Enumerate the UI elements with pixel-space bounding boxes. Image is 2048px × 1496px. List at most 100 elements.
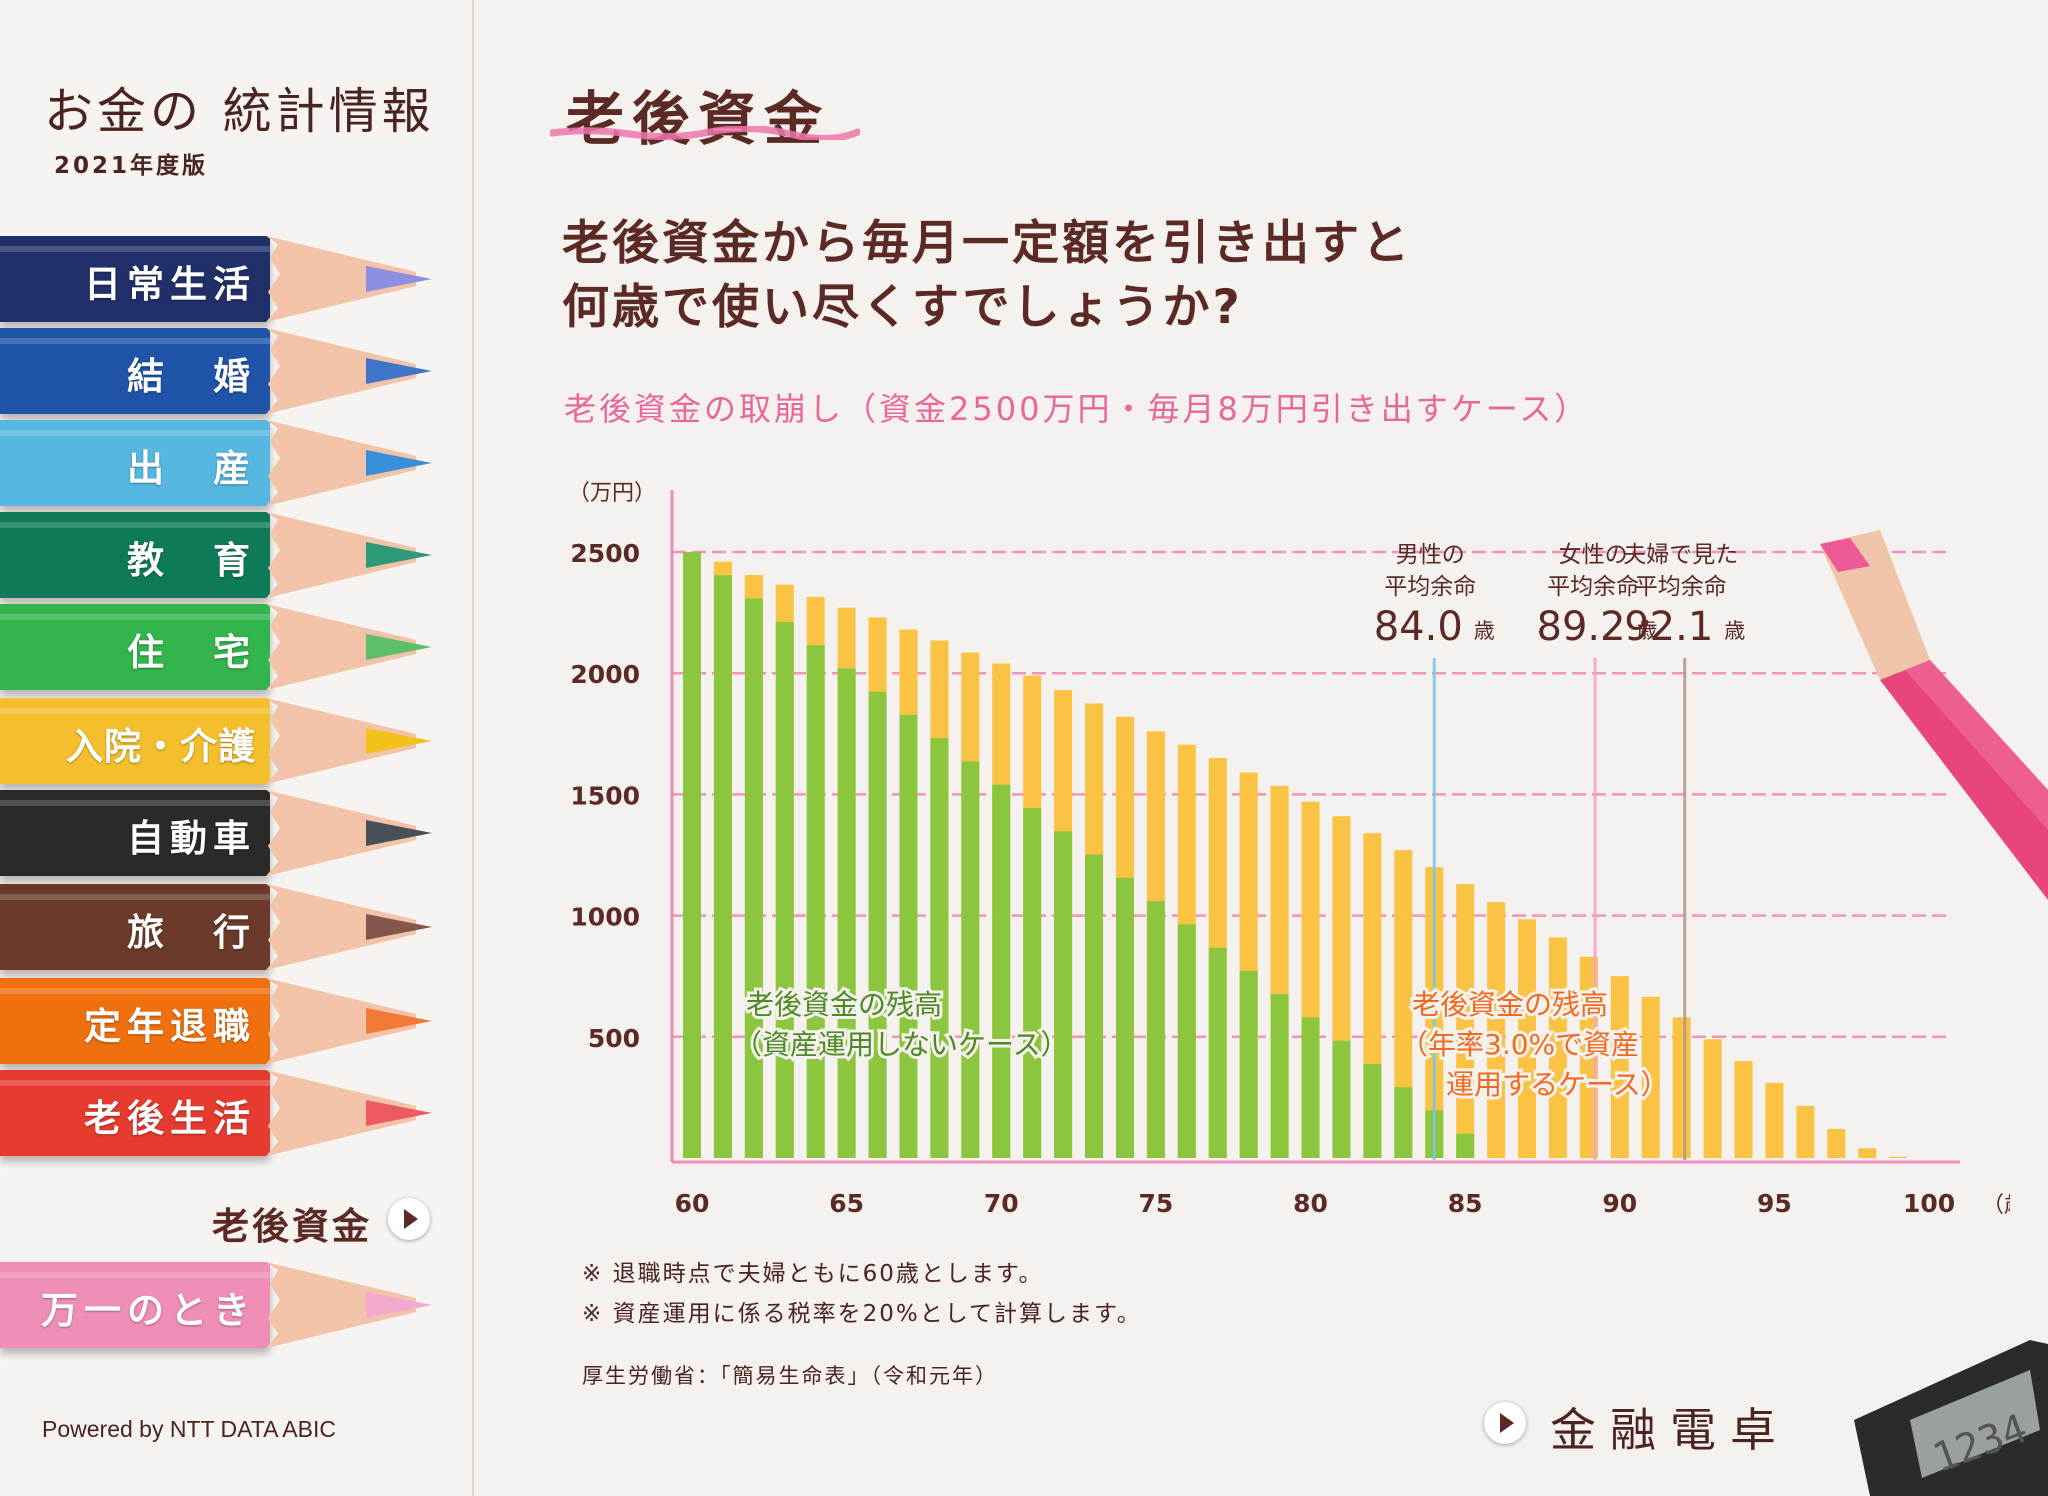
financial-calculator-label: 金融電卓 <box>1550 1403 1790 1457</box>
sidebar-item-childbirth[interactable]: 出 産 <box>0 420 440 506</box>
bar-noinvest-67 <box>899 714 918 1158</box>
bar-invest-91 <box>1641 996 1660 1158</box>
annotation-line1: 男性の <box>1396 542 1465 568</box>
pencil-body <box>0 1262 270 1348</box>
bar-noinvest-65 <box>837 668 856 1158</box>
sidebar-item-label: 定年退職 <box>84 1005 256 1048</box>
x-tick-label: 75 <box>1139 1189 1174 1218</box>
sidebar-item-retirement-life[interactable]: 老後生活 <box>0 1070 440 1156</box>
question-heading: 老後資金から毎月一定額を引き出すと 何歳で使い尽くすでしょうか? <box>562 216 1412 335</box>
bar-noinvest-85 <box>1456 1133 1475 1158</box>
page-title: 老後資金 <box>566 85 831 153</box>
sidebar-item-label: 入院・介護 <box>66 725 256 768</box>
x-tick-label: 80 <box>1293 1189 1328 1218</box>
sidebar-subitem-retirement-funds[interactable]: 老後資金 <box>190 1192 430 1252</box>
pencil-body <box>0 698 270 784</box>
annotation-value: 89.2 <box>1537 604 1626 650</box>
x-tick-label: 60 <box>675 1189 710 1218</box>
bar-invest-88 <box>1548 937 1567 1158</box>
bar-noinvest-64 <box>806 645 825 1158</box>
sidebar: お金の 統計情報 2021年度版 日常生活結 婚出 産教 育住 宅入院・介護 自動… <box>0 0 474 1496</box>
bar-invest-87 <box>1518 919 1537 1158</box>
sidebar-item-travel[interactable]: 旅 行 <box>0 884 440 970</box>
bar-noinvest-75 <box>1146 901 1165 1158</box>
bar-invest-83 <box>1394 850 1413 1158</box>
sidebar-item-label: 老後生活 <box>84 1097 256 1140</box>
bar-invest-85 <box>1456 884 1475 1158</box>
bar-invest-93 <box>1703 1039 1722 1158</box>
annotation-line2: 平均余命 <box>1384 574 1476 600</box>
note-2: ※ 資産運用に係る税率を20%として計算します。 <box>582 1301 1142 1327</box>
bar-noinvest-61 <box>713 575 732 1158</box>
pencil-tip-icon <box>266 698 432 784</box>
bar-noinvest-60 <box>683 552 701 1158</box>
sidebar-item-housing[interactable]: 住 宅 <box>0 604 440 690</box>
sidebar-item-car[interactable]: 自動車 <box>0 790 440 876</box>
bar-invest-95 <box>1765 1082 1784 1158</box>
source-note: 厚生労働省：「簡易生命表」（令和元年） <box>582 1364 998 1388</box>
bar-invest-99 <box>1889 1156 1908 1158</box>
sidebar-item-daily-life[interactable]: 日常生活 <box>0 236 440 322</box>
pencil-tip-icon <box>266 1262 432 1348</box>
bar-noinvest-78 <box>1239 970 1258 1158</box>
bar-invest-98 <box>1858 1148 1877 1158</box>
pencil-tip-icon <box>266 236 432 322</box>
pencil-body <box>0 884 270 970</box>
sidebar-item-label: 旅 行 <box>127 911 256 954</box>
pencil-body <box>0 420 270 506</box>
series-label-noinvest-2: （資産運用しないケース） <box>734 1028 1069 1061</box>
sidebar-item-education[interactable]: 教 育 <box>0 512 440 598</box>
pencil-body <box>0 236 270 322</box>
sidebar-item-label: 結 婚 <box>127 355 256 398</box>
bar-noinvest-66 <box>868 691 887 1158</box>
decorative-pink-pencil <box>1820 530 2048 900</box>
financial-calculator-link[interactable]: 金融電卓 <box>1478 1394 1818 1457</box>
pencil-body <box>0 790 270 876</box>
series-label-invest-2: （年率3.0%で資産 <box>1400 1028 1639 1061</box>
bar-noinvest-62 <box>744 598 763 1158</box>
annotation-unit: 歳 <box>1724 619 1745 643</box>
bar-invest-92 <box>1672 1017 1691 1158</box>
x-tick-label: 70 <box>984 1189 1019 1218</box>
title-underline <box>550 126 860 140</box>
sidebar-item-label: 万一のとき <box>41 1289 256 1332</box>
play-icon <box>1484 1402 1526 1444</box>
bar-noinvest-76 <box>1177 924 1196 1158</box>
sidebar-item-emergency[interactable]: 万一のとき <box>0 1262 440 1348</box>
sidebar-subitem-label: 老後資金 <box>212 1205 372 1248</box>
x-tick-label: 65 <box>829 1189 864 1218</box>
pencil-tip-icon <box>266 884 432 970</box>
pencil-body <box>0 512 270 598</box>
series-label-invest-1: 老後資金の残高 <box>1412 988 1608 1021</box>
pencil-tip-icon <box>266 512 432 598</box>
annotation-line2: 平均余命 <box>1635 574 1727 600</box>
powered-by: Powered by NTT DATA ABIC <box>42 1416 336 1442</box>
series-label-noinvest-1: 老後資金の残高 <box>746 988 942 1021</box>
annotation-unit: 歳 <box>1474 619 1495 643</box>
bar-noinvest-82 <box>1363 1063 1382 1158</box>
annotation-value: 84.0 <box>1374 604 1463 650</box>
sidebar-item-retirement[interactable]: 定年退職 <box>0 978 440 1064</box>
pencil-tip-icon <box>266 790 432 876</box>
chart-subtitle: 老後資金の取崩し（資金2500万円・毎月8万円引き出すケース） <box>564 390 1590 428</box>
bar-invest-97 <box>1827 1128 1846 1158</box>
bar-noinvest-77 <box>1208 947 1227 1158</box>
brand-title: お金の 統計情報 <box>44 83 435 140</box>
sidebar-item-label: 日常生活 <box>84 263 256 306</box>
pencil-tip-icon <box>266 1070 432 1156</box>
bar-invest-90 <box>1610 976 1629 1158</box>
bar-invest-86 <box>1487 902 1506 1158</box>
y-tick-label: 2000 <box>570 660 640 689</box>
sidebar-item-hospital-care[interactable]: 入院・介護 <box>0 698 440 784</box>
x-tick-label: 90 <box>1602 1189 1637 1218</box>
series-label-invest-3: 運用するケース） <box>1446 1068 1669 1101</box>
sidebar-item-marriage[interactable]: 結 婚 <box>0 328 440 414</box>
y-axis-label: （万円） <box>568 481 656 506</box>
annotation-unit: 歳 <box>1637 619 1658 643</box>
pencil-tip-icon <box>266 978 432 1064</box>
x-tick-label: 100 <box>1903 1189 1955 1218</box>
sidebar-item-label: 自動車 <box>127 817 256 860</box>
y-tick-label: 2500 <box>570 539 640 568</box>
sidebar-item-label: 教 育 <box>127 539 256 582</box>
balance-bar-chart: 500 1000 1500 2000 2500 （万円） 60 65 70 75 80 85 90 95 1… <box>568 481 2010 1218</box>
